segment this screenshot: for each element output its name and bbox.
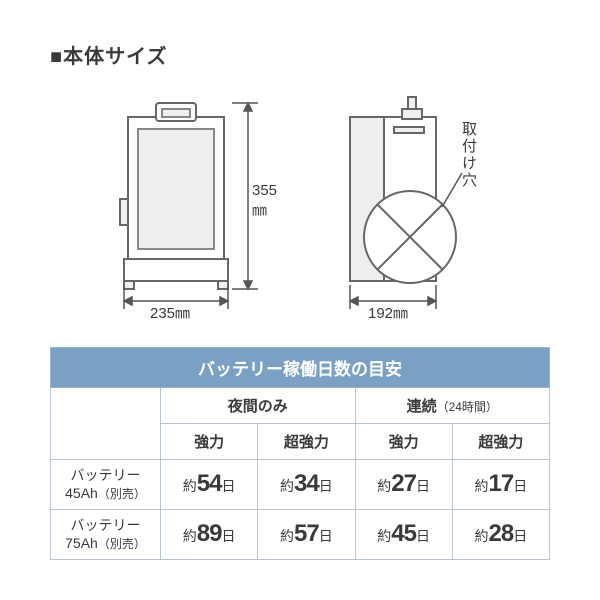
diagram-row: 235㎜ 355㎜ [50,87,550,317]
side-view: 192㎜ 取付け穴 [320,87,500,317]
col-sub-2: 超強力 [258,424,355,460]
r2c1: 約89日 [161,509,258,559]
col-group-continuous: 連続（24時間） [355,388,550,424]
table-title: バッテリー稼働日数の目安 [51,348,550,388]
col-sub-3: 強力 [355,424,452,460]
r2c3: 約45日 [355,509,452,559]
battery-days-table: バッテリー稼働日数の目安 夜間のみ 連続（24時間） 強力 超強力 強力 超強力… [50,347,550,560]
row2-head: バッテリー 75Ah（別売） [51,509,161,559]
col-sub-4: 超強力 [452,424,549,460]
dim-width-front: 235㎜ [150,302,190,323]
r1c1: 約54日 [161,460,258,510]
section-title: ■本体サイズ [50,40,550,69]
mounting-hole-label: 取付け穴 [458,121,479,189]
col-group-night: 夜間のみ [161,388,356,424]
r1c2: 約34日 [258,460,355,510]
r1c3: 約27日 [355,460,452,510]
r1c4: 約17日 [452,460,549,510]
col-sub-1: 強力 [161,424,258,460]
front-view: 235㎜ 355㎜ [80,87,280,317]
dim-width-side: 192㎜ [368,302,408,323]
r2c2: 約57日 [258,509,355,559]
row1-head: バッテリー 45Ah（別売） [51,460,161,510]
r2c4: 約28日 [452,509,549,559]
dim-height-front: 355㎜ [252,182,280,220]
